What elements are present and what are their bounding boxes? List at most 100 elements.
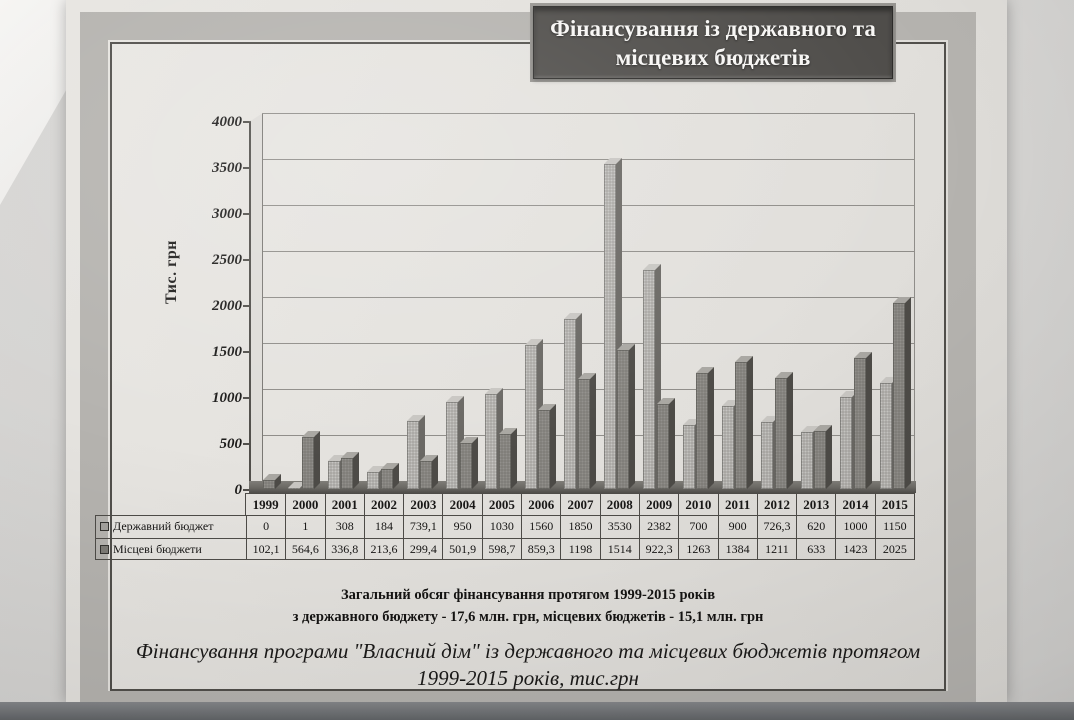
y-tick-label: 0 [234, 482, 243, 498]
legend-cell: Місцеві бюджети [96, 537, 246, 560]
state-budget-bar-2002 [367, 472, 380, 489]
gridline [263, 343, 915, 344]
value-cell: 0 [246, 516, 285, 538]
local-budget-bar-2008 [617, 349, 630, 489]
value-cell: 501,9 [442, 537, 482, 559]
year-cell: 2015 [874, 494, 914, 515]
y-tick-mark [243, 213, 250, 215]
chart-title-box: Фінансування із державного та місцевих б… [533, 6, 893, 79]
state-budget-bar-2014 [840, 397, 853, 489]
summary-text: Загальний обсяг фінансування протягом 19… [110, 584, 946, 628]
gridline [263, 297, 915, 298]
summary-line-2: з державного бюджету - 17,6 млн. грн, мі… [292, 609, 764, 625]
value-cell: 1 [285, 516, 324, 538]
value-cell: 1850 [560, 516, 599, 538]
y-tick-mark [243, 121, 250, 123]
local-budget-bar-2012 [774, 377, 787, 489]
value-cell: 2025 [874, 537, 914, 559]
legend-marker-icon [100, 522, 109, 531]
state-budget-bar-2004 [446, 401, 459, 489]
year-cell: 2008 [599, 494, 639, 515]
y-tick-mark [243, 167, 250, 169]
year-cell: 2014 [835, 494, 874, 515]
y-tick-label: 3000 [212, 206, 242, 222]
value-cell: 922,3 [638, 537, 679, 559]
value-cell: 564,6 [285, 537, 325, 559]
y-tick-label: 4000 [212, 114, 242, 130]
year-cell: 2011 [717, 494, 757, 515]
value-cell: 3530 [599, 516, 639, 538]
chart-title-line-2: місцевих бюджетів [615, 44, 811, 70]
local-budget-bar-2007 [577, 378, 590, 489]
local-budget-bar-2004 [459, 442, 472, 489]
value-cell: 213,6 [363, 537, 404, 559]
figure-caption: Фінансування програми "Власний дім" із д… [104, 638, 952, 692]
year-cell: 2007 [560, 494, 599, 515]
gridline [263, 251, 915, 252]
year-cell: 2001 [324, 494, 364, 515]
plot-right-border [914, 113, 915, 482]
value-cell: 859,3 [521, 537, 561, 559]
y-axis-title: Тис. грн [163, 240, 180, 304]
y-tick-mark [243, 351, 250, 353]
y-tick-label: 2500 [212, 252, 242, 268]
year-cell: 2010 [678, 494, 717, 515]
caption-line-2: 1999-2015 років, тис.грн [417, 666, 639, 690]
local-budget-bar-1999 [262, 479, 275, 489]
value-cell: 299,4 [403, 537, 443, 559]
state-budget-bar-2000 [288, 488, 301, 489]
y-tick-mark [243, 305, 250, 307]
state-budget-bar-2011 [721, 406, 734, 489]
legend-cell: Державний бюджет [96, 516, 246, 538]
value-cell: 1211 [756, 537, 797, 559]
year-header-row: 1999 2000 2001 2002 2003 2004 2005 2006 2007 2008… [245, 493, 915, 516]
year-cell: 2006 [521, 494, 560, 515]
value-cell: 1263 [678, 537, 718, 559]
year-cell: 2000 [285, 494, 324, 515]
value-cell: 1560 [521, 516, 560, 538]
state-budget-bar-2009 [643, 269, 656, 489]
state-budget-bar-2007 [564, 318, 577, 489]
local-budget-bar-2010 [696, 372, 709, 489]
gridline [263, 113, 915, 114]
value-cell: 102,1 [246, 537, 286, 559]
value-cell: 620 [796, 516, 835, 538]
local-budget-bar-2015 [893, 302, 906, 489]
year-cell: 2009 [638, 494, 678, 515]
value-cell: 1423 [835, 537, 875, 559]
local-budget-bar-2009 [656, 404, 669, 489]
value-cell: 598,7 [481, 537, 522, 559]
year-cell: 1999 [252, 497, 279, 512]
state-budget-bar-2015 [879, 383, 892, 489]
y-tick-label: 1500 [212, 344, 242, 360]
local-budget-bar-2000 [301, 437, 314, 489]
year-cell: 2013 [796, 494, 835, 515]
value-cell: 308 [324, 516, 364, 538]
summary-line-1: Загальний обсяг фінансування протягом 19… [340, 587, 716, 603]
value-cell: 739,1 [403, 516, 442, 538]
chart-title-line-1: Фінансування із державного та [550, 15, 876, 41]
value-cell: 336,8 [324, 537, 364, 559]
value-cell: 2382 [638, 516, 678, 538]
local-budget-bar-2006 [538, 409, 551, 489]
state-budget-bar-2010 [682, 424, 695, 489]
y-tick-mark [243, 259, 250, 261]
year-cell: 2005 [481, 494, 521, 515]
state-budget-bar-2012 [761, 422, 774, 489]
state-budget-bar-2003 [406, 421, 419, 489]
year-cell: 2012 [756, 494, 796, 515]
local-budget-bar-2014 [853, 358, 866, 489]
value-cell: 1384 [717, 537, 757, 559]
legend-label: Місцеві бюджети [113, 541, 202, 556]
y-tick-label: 500 [219, 436, 243, 452]
local-budget-bar-2013 [814, 430, 827, 489]
value-cell: 1198 [560, 537, 600, 559]
value-cell: 726,3 [756, 516, 796, 538]
gridline [263, 205, 915, 206]
legend-marker-icon [100, 544, 109, 554]
y-tick-mark [243, 443, 250, 445]
y-tick-label: 1000 [212, 390, 242, 406]
value-cell: 1030 [481, 516, 521, 538]
state-budget-bar-2005 [485, 394, 498, 489]
